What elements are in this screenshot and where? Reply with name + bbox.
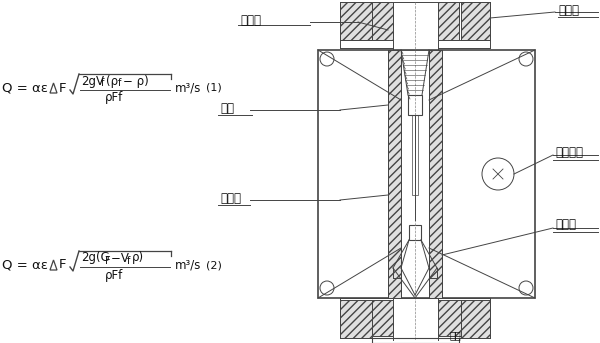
Text: Q = αε: Q = αε [2, 82, 48, 95]
Text: 导向管: 导向管 [220, 191, 241, 204]
Bar [438, 300, 461, 336]
Text: ρFf: ρFf [105, 92, 123, 105]
Text: F: F [59, 82, 67, 95]
Text: ρFf: ρFf [105, 269, 123, 282]
Bar [408, 95, 422, 115]
Text: m³/s: m³/s [175, 259, 202, 272]
Text: 随动系统: 随动系统 [555, 145, 583, 158]
Text: Q = αε: Q = αε [2, 259, 48, 272]
Bar [372, 338, 459, 343]
Bar [340, 300, 372, 338]
Text: 浮子: 浮子 [220, 102, 234, 115]
Bar [372, 2, 393, 40]
Text: F: F [105, 256, 110, 265]
Text: − ρ): − ρ) [123, 74, 149, 87]
Text: 2g(G: 2g(G [81, 251, 110, 264]
Text: (ρ: (ρ [106, 74, 118, 87]
Bar [372, 300, 393, 336]
Bar [429, 50, 442, 298]
Text: f: f [118, 79, 121, 88]
Bar [388, 50, 401, 298]
Bar [318, 50, 535, 298]
Text: ρ): ρ) [132, 251, 144, 264]
Text: f: f [127, 256, 130, 265]
Text: 2gV: 2gV [81, 74, 104, 87]
Text: F: F [59, 259, 67, 272]
Text: (2): (2) [206, 260, 222, 270]
Bar [461, 300, 490, 338]
Text: f: f [101, 79, 104, 88]
Bar [438, 2, 459, 40]
Text: 锥形管: 锥形管 [555, 218, 576, 232]
Text: 显示器: 显示器 [240, 13, 261, 26]
Bar [340, 2, 372, 40]
Text: (1): (1) [206, 83, 222, 93]
Bar [412, 115, 418, 195]
Bar [461, 2, 490, 40]
Bar [409, 225, 421, 240]
Text: 测量管: 测量管 [558, 3, 579, 16]
Text: −V: −V [111, 251, 133, 264]
Text: m³/s: m³/s [175, 82, 202, 95]
Text: 子钱: 子钱 [450, 330, 462, 340]
